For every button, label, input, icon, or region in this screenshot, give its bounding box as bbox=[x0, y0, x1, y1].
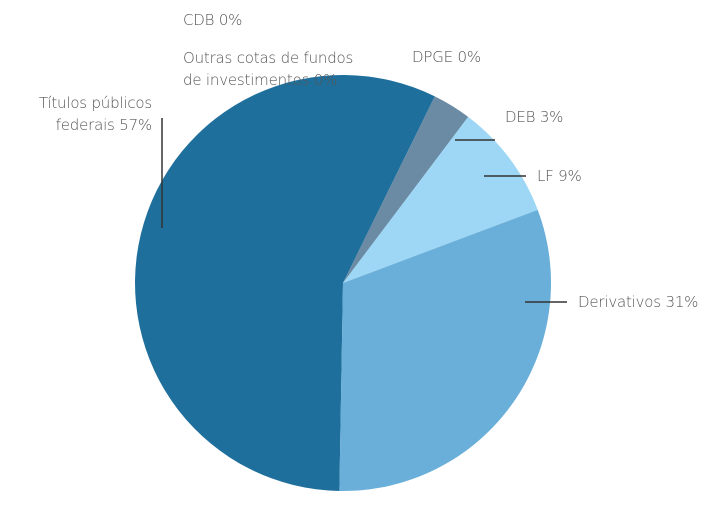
slice-label: DPGE 0% bbox=[412, 46, 612, 68]
value-label: 0% bbox=[457, 48, 481, 66]
value-label: 0% bbox=[218, 11, 243, 29]
pie-slice bbox=[339, 209, 551, 492]
value-label: 3% bbox=[539, 108, 564, 126]
value-label: 0% bbox=[313, 71, 338, 89]
value-label: 9% bbox=[558, 167, 582, 185]
category-name: DPGE bbox=[412, 48, 453, 66]
category-name: CDB bbox=[183, 11, 215, 29]
category-name: Títulos públicos federais bbox=[38, 94, 152, 134]
value-label: 57% bbox=[119, 116, 152, 134]
category-name: LF bbox=[537, 167, 554, 185]
slice-label: CDB 0% bbox=[183, 9, 383, 31]
slice-label: DEB 3% bbox=[505, 106, 705, 128]
pie-slice bbox=[343, 96, 469, 283]
pie-slice bbox=[343, 96, 435, 283]
slice-label: LF 9% bbox=[537, 165, 707, 187]
slice-label: Títulos públicos federais 57% bbox=[0, 92, 152, 136]
category-name: DEB bbox=[505, 108, 536, 126]
leader-lines bbox=[161, 118, 567, 303]
category-name: Derivativos bbox=[578, 293, 661, 311]
slice-label: Derivativos 31% bbox=[578, 291, 712, 313]
pie-slice bbox=[135, 75, 435, 491]
slice-label: Outras cotas de fundos de investimentos … bbox=[183, 47, 358, 91]
value-label: 31% bbox=[665, 293, 699, 311]
pie-slice bbox=[343, 116, 538, 283]
category-name: Outras cotas de fundos de investimentos bbox=[183, 49, 354, 89]
